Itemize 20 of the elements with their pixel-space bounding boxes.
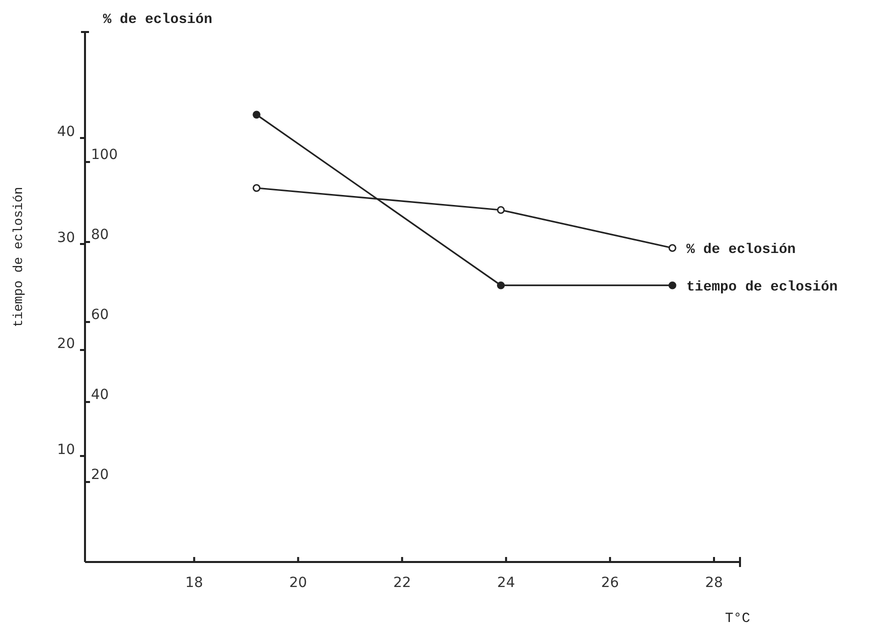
x-tick-label: 18 bbox=[185, 575, 204, 591]
y2-axis-title: % de eclosión bbox=[103, 12, 212, 28]
x-tick-label: 20 bbox=[289, 575, 308, 591]
x-tick-label: 28 bbox=[705, 575, 723, 591]
y-tick-label: 10 bbox=[57, 442, 75, 458]
y2-tick-label: 40 bbox=[91, 387, 109, 403]
x-axis-title: T°C bbox=[725, 611, 750, 626]
y2-tick-label: 100 bbox=[91, 147, 118, 163]
y-tick-label: 40 bbox=[57, 124, 75, 140]
y-tick-label: 20 bbox=[57, 336, 75, 352]
y-axis-title: tiempo de eclosión bbox=[11, 186, 26, 328]
x-tick-label: 24 bbox=[497, 575, 516, 591]
series-label: tiempo de eclosión bbox=[686, 279, 838, 296]
y-tick-label: 30 bbox=[57, 230, 75, 246]
y2-tick-label: 60 bbox=[91, 307, 109, 323]
y2-tick-label: 80 bbox=[91, 227, 109, 243]
y2-tick-label: 20 bbox=[91, 467, 109, 483]
series-label: % de eclosión bbox=[686, 242, 796, 258]
x-tick-label: 22 bbox=[393, 575, 412, 591]
x-tick-label: 26 bbox=[601, 575, 620, 591]
